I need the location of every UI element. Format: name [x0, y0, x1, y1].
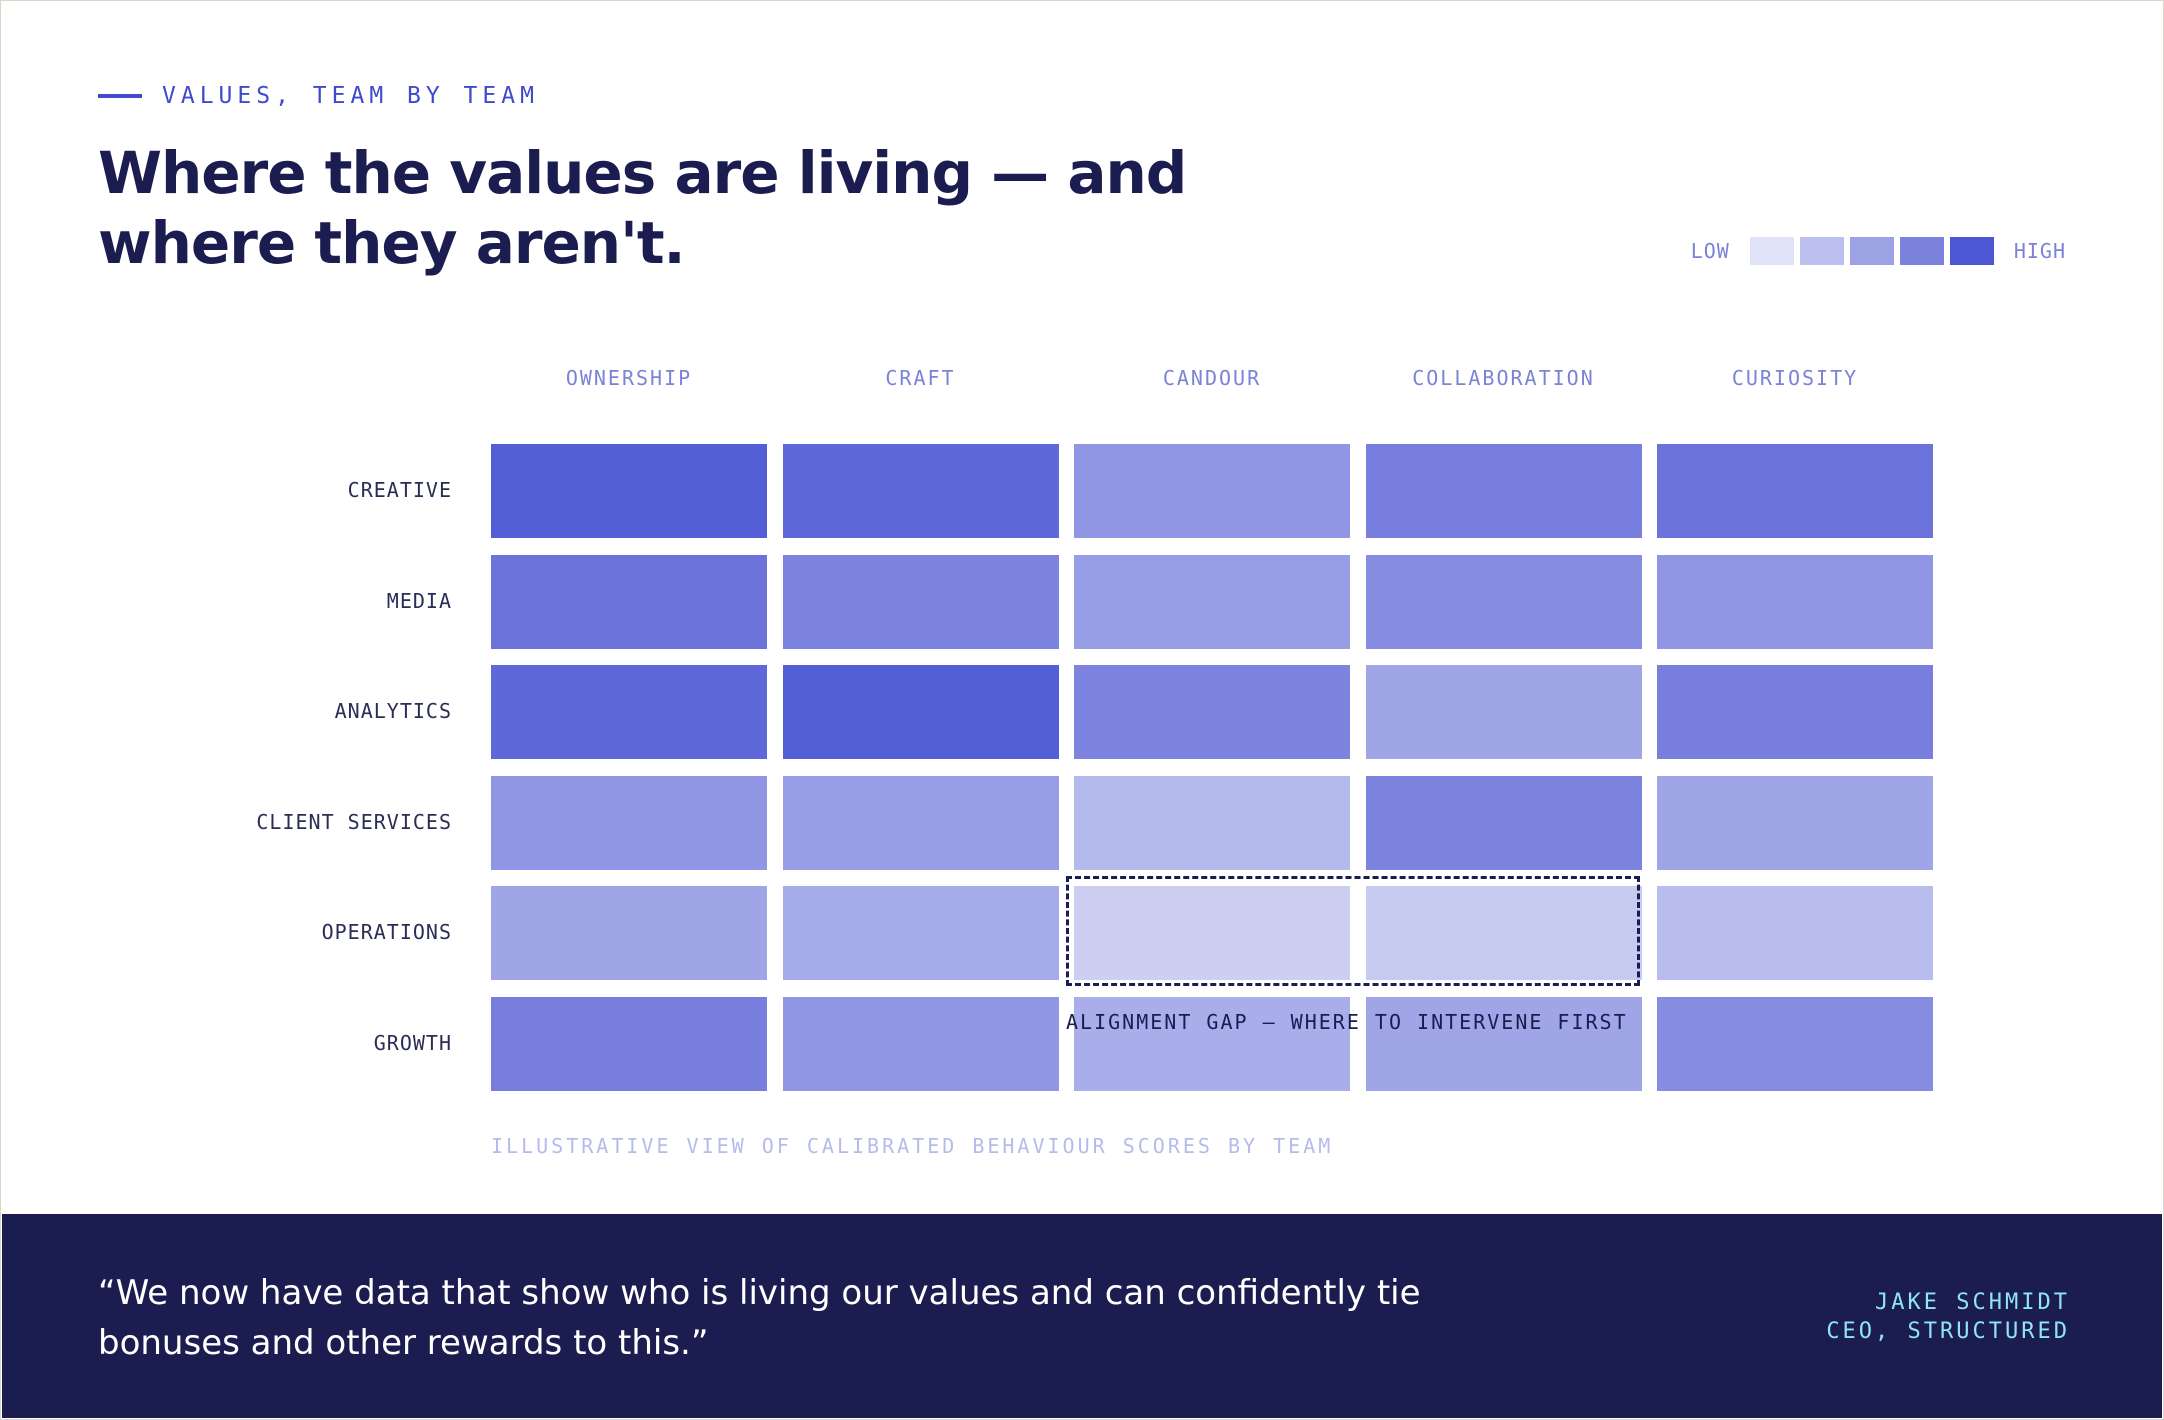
heatmap-cell-analytics-ownership [491, 665, 767, 759]
quote-attribution: JAKE SCHMIDT CEO, STRUCTURED [1826, 1288, 2070, 1346]
row-label-analytics: ANALYTICS [334, 699, 452, 723]
legend-swatch-1 [1749, 237, 1794, 265]
heatmap-cell-analytics-craft [782, 665, 1059, 759]
heatmap-cell-operations-craft [782, 886, 1059, 980]
heatmap-cell-growth-ownership [491, 996, 767, 1091]
heatmap-cell-client-services-candour [1074, 775, 1350, 870]
legend-low-label: LOW [1690, 239, 1730, 263]
heatmap-cell-creative-collaboration [1365, 444, 1642, 538]
legend-swatch-2 [1799, 237, 1844, 265]
heatmap-cell-analytics-candour [1074, 665, 1350, 759]
attribution-role: CEO, STRUCTURED [1826, 1319, 2070, 1344]
row-label-operations: OPERATIONS [321, 920, 452, 944]
chart-caption: ILLUSTRATIVE VIEW OF CALIBRATED BEHAVIOU… [491, 1134, 1334, 1158]
column-label-candour: CANDOUR [1162, 366, 1262, 390]
color-legend: LOW HIGH [1691, 236, 2066, 266]
legend-swatch-4 [1899, 237, 1944, 265]
heatmap-cell-growth-curiosity [1657, 996, 1933, 1091]
heatmap-cell-operations-curiosity [1657, 886, 1933, 980]
heatmap-cell-creative-ownership [491, 444, 767, 538]
page-title: Where the values are living — and where … [98, 139, 1187, 277]
column-label-collaboration: COLLABORATION [1412, 366, 1595, 390]
heatmap-cell-media-collaboration [1365, 554, 1642, 649]
legend-swatches [1749, 237, 1994, 265]
heatmap-cell-operations-candour [1074, 886, 1350, 980]
eyebrow-text: VALUES, TEAM BY TEAM [162, 83, 539, 109]
heatmap-cell-operations-ownership [491, 886, 767, 980]
heatmap-cell-media-candour [1074, 554, 1350, 649]
row-label-growth: GROWTH [373, 1030, 452, 1055]
quote-footer: “We now have data that show who is livin… [2, 1214, 2162, 1418]
legend-swatch-3 [1849, 237, 1894, 265]
heatmap-cell-creative-craft [782, 444, 1059, 538]
column-label-ownership: OWNERSHIP [565, 366, 693, 390]
heatmap-cell-media-craft [782, 554, 1059, 649]
eyebrow-rule [98, 94, 142, 98]
heatmap-cell-media-ownership [491, 554, 767, 649]
heatmap-cell-client-services-ownership [491, 775, 767, 870]
heatmap-cell-growth-candour [1074, 996, 1350, 1091]
legend-high-label: HIGH [2013, 239, 2066, 263]
heatmap-cell-client-services-collaboration [1365, 775, 1642, 870]
heatmap-cell-media-curiosity [1657, 554, 1933, 649]
heatmap-cell-creative-curiosity [1657, 444, 1933, 538]
row-label-creative: CREATIVE [347, 478, 452, 502]
attribution-name: JAKE SCHMIDT [1875, 1290, 2070, 1315]
heatmap-cell-client-services-craft [782, 775, 1059, 870]
column-label-curiosity: CURIOSITY [1731, 366, 1859, 390]
heatmap-cell-analytics-collaboration [1365, 665, 1642, 759]
row-label-client-services: CLIENT SERVICES [256, 809, 452, 834]
heatmap-cell-creative-candour [1074, 444, 1350, 538]
alignment-gap-label: ALIGNMENT GAP — WHERE TO INTERVENE FIRST [1066, 1010, 1628, 1034]
heatmap-cell-analytics-curiosity [1657, 665, 1933, 759]
heatmap-cell-operations-collaboration [1365, 886, 1642, 980]
legend-swatch-5 [1949, 237, 1994, 265]
eyebrow: VALUES, TEAM BY TEAM [98, 80, 539, 112]
row-label-media: MEDIA [386, 588, 452, 613]
heatmap-cell-growth-craft [782, 996, 1059, 1091]
heatmap-cell-growth-collaboration [1365, 996, 1642, 1091]
alignment-gap-highlight [1066, 876, 1640, 986]
column-label-craft: CRAFT [885, 366, 956, 390]
testimonial-quote: “We now have data that show who is livin… [98, 1273, 1421, 1363]
heatmap-cell-client-services-curiosity [1657, 775, 1933, 870]
